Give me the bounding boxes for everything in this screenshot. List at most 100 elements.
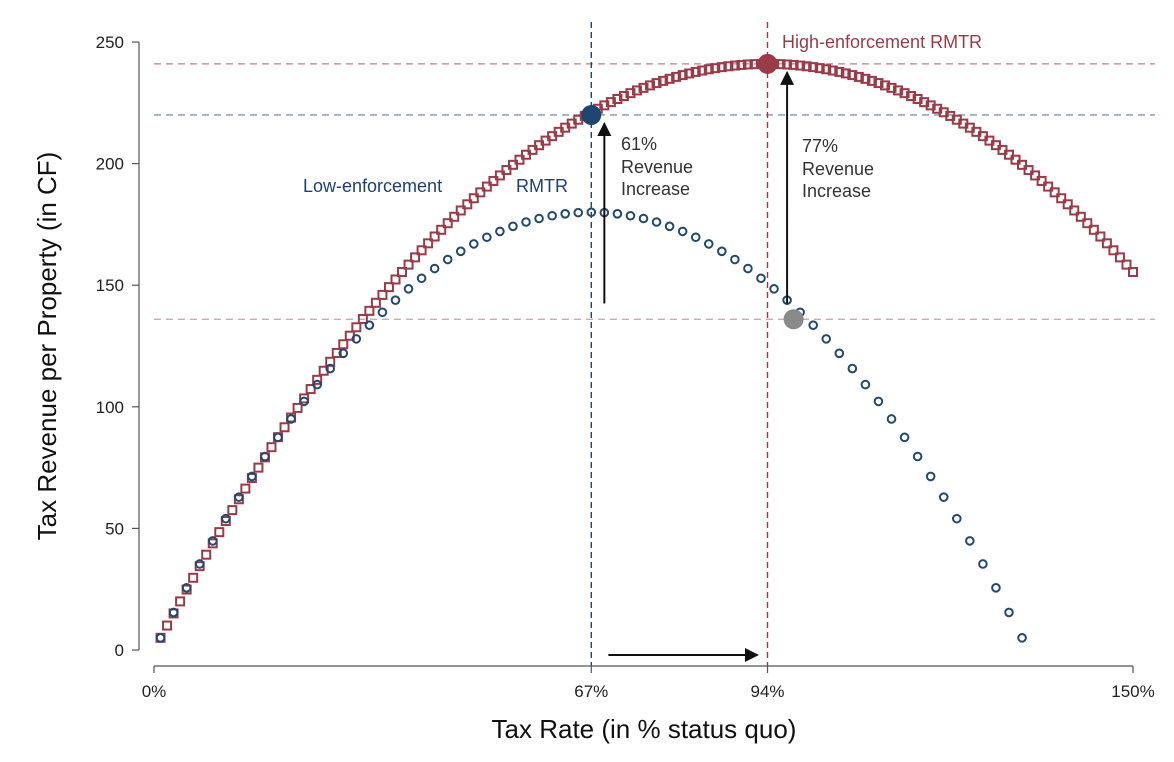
high-enforcement-point: [436, 224, 447, 235]
high-enforcement-point: [710, 63, 721, 74]
y-tick-label: 100: [96, 398, 124, 417]
low-enforcement-point: [325, 363, 336, 374]
high-optimum-dot: [757, 53, 778, 74]
low-enforcement-point: [455, 246, 466, 257]
series-low-enforcement: [155, 207, 1027, 643]
annotation-61-pct: 61%: [621, 134, 657, 154]
low-enforcement-point: [899, 432, 910, 443]
highlight-points: [581, 53, 804, 330]
low-enforcement-point: [951, 513, 962, 524]
low-enforcement-point: [547, 210, 557, 221]
low-enforcement-point: [390, 295, 401, 305]
low-enforcement-point: [638, 213, 649, 224]
low-enforcement-point: [886, 414, 897, 424]
low-enforcement-point: [429, 263, 440, 274]
high-enforcement-point: [188, 572, 199, 583]
low-enforcement-point: [442, 254, 453, 265]
high-enforcement-point: [716, 62, 727, 73]
high-enforcement-point: [801, 61, 812, 72]
high-enforcement-point: [370, 297, 381, 308]
high-enforcement-point: [1128, 266, 1138, 277]
low-enforcement-point: [377, 307, 388, 318]
low-enforcement-point: [703, 239, 714, 249]
low-enforcement-point: [756, 273, 766, 284]
high-enforcement-point: [1088, 224, 1099, 235]
high-enforcement-point: [782, 59, 793, 70]
high-enforcement-point: [299, 393, 310, 404]
high-enforcement-point: [893, 85, 904, 96]
high-enforcement-point: [305, 384, 316, 395]
low-enforcement-point: [873, 396, 884, 407]
low-enforcement-point: [651, 217, 662, 227]
high-enforcement-point: [1062, 199, 1073, 210]
annotation-61-revenue: Revenue: [621, 157, 693, 177]
high-enforcement-point: [697, 65, 708, 76]
low-enforcement-point: [312, 379, 322, 390]
high-enforcement-point: [736, 59, 747, 70]
arrows: [597, 70, 795, 662]
low-enforcement-point: [664, 221, 675, 232]
high-enforcement-point: [703, 64, 714, 75]
low-enforcement-point: [860, 379, 871, 390]
low-enforcement-point: [586, 207, 597, 218]
high-enforcement-point: [423, 238, 434, 249]
high-enforcement-point: [1036, 175, 1047, 186]
high-enforcement-point: [1108, 245, 1119, 256]
low-enforcement-point: [482, 232, 492, 243]
high-enforcement-point: [1010, 154, 1021, 165]
high-enforcement-point: [1075, 211, 1086, 222]
high-enforcement-point: [821, 64, 832, 75]
high-enforcement-point: [1056, 193, 1067, 204]
high-enforcement-point: [1030, 170, 1041, 181]
high-enforcement-point: [253, 462, 264, 473]
high-enforcement-point: [481, 181, 492, 192]
high-enforcement-point: [214, 527, 225, 538]
low-enforcement-point: [925, 471, 936, 482]
high-enforcement-point: [651, 78, 662, 89]
low-enforcement-point: [560, 209, 570, 219]
axes: 0 50 100 150 200 250 0% 67% 94% 150%: [96, 33, 1155, 701]
high-enforcement-point: [494, 170, 505, 181]
y-tick-label: 50: [105, 519, 124, 538]
reference-lines: [154, 22, 1155, 666]
high-enforcement-point: [331, 347, 342, 358]
low-enforcement-point: [730, 254, 740, 265]
high-enforcement-point: [1114, 252, 1125, 263]
high-enforcement-point: [827, 65, 838, 76]
low-enforcement-point: [495, 226, 505, 237]
low-enforcement-point: [991, 583, 1001, 593]
x-tick-label: 94%: [750, 682, 784, 701]
low-enforcement-point: [273, 432, 283, 443]
y-axis-title: Tax Revenue per Property (in CF): [32, 152, 62, 541]
low-enforcement-point: [1004, 607, 1014, 618]
high-enforcement-point: [899, 88, 910, 99]
x-tick-label: 150%: [1111, 682, 1154, 701]
y-tick-label: 200: [96, 155, 124, 174]
low-enforcement-point: [834, 348, 845, 359]
high-enforcement-point: [853, 71, 864, 82]
low-enforcement-point: [338, 348, 349, 359]
low-optimum-dot: [581, 104, 602, 125]
high-enforcement-point: [1101, 238, 1112, 249]
high-enforcement-point: [455, 205, 466, 216]
high-enforcement-point: [625, 88, 636, 99]
low-enforcement-point: [508, 221, 518, 232]
annotation-77-revenue: Revenue: [802, 159, 874, 179]
high-enforcement-point: [866, 75, 877, 86]
high-enforcement-point: [645, 80, 656, 91]
high-enforcement-point: [664, 73, 675, 84]
low-enforcement-point: [155, 633, 166, 643]
high-enforcement-point: [1121, 259, 1132, 270]
low-enforcement-point: [690, 232, 701, 243]
x-tick-label: 67%: [574, 682, 608, 701]
high-enforcement-point: [383, 282, 394, 293]
low-enforcement-point: [743, 263, 753, 274]
high-enforcement-point: [795, 60, 806, 71]
high-enforcement-point: [860, 73, 871, 84]
x-tick-label: 0%: [142, 682, 167, 701]
low-enforcement-point: [234, 492, 244, 502]
high-enforcement-point: [449, 211, 460, 222]
low-enforcement-point: [717, 246, 727, 257]
high-enforcement-point: [658, 75, 669, 86]
